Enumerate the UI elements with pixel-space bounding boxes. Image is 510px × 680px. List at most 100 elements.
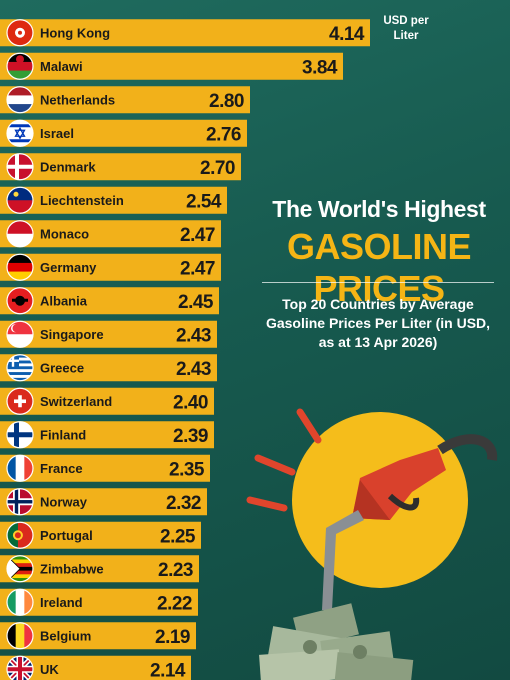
flag-ring <box>6 153 34 181</box>
category-label: Singapore <box>40 327 104 342</box>
ray-line <box>254 454 296 476</box>
value-label: 2.80 <box>209 91 244 112</box>
value-label: 2.39 <box>173 426 208 447</box>
value-label: 2.14 <box>150 660 186 680</box>
switzerland-flag-icon <box>7 388 33 415</box>
liechtenstein-flag-icon <box>7 187 33 214</box>
flag-ring <box>6 488 34 516</box>
category-label: Greece <box>40 360 84 375</box>
flag-ring <box>6 287 34 315</box>
finland-flag-icon <box>7 421 33 448</box>
flag-ring <box>6 119 34 147</box>
bar <box>0 320 217 348</box>
value-label: 2.22 <box>157 593 192 614</box>
bar <box>0 186 227 214</box>
value-label: 2.47 <box>180 225 215 246</box>
value-label: 2.23 <box>158 560 193 581</box>
uk-flag-icon <box>7 656 33 680</box>
value-label: 2.32 <box>166 493 201 514</box>
value-label: 2.35 <box>169 459 205 480</box>
israel-flag-icon <box>7 120 33 147</box>
category-label: Hong Kong <box>40 25 110 40</box>
category-label: UK <box>40 662 59 677</box>
flag-ring <box>6 588 34 616</box>
bar <box>0 488 207 516</box>
bar <box>0 387 214 415</box>
flag-ring <box>6 655 34 680</box>
category-label: Malawi <box>40 59 83 74</box>
category-label: Monaco <box>40 226 89 241</box>
category-label: Germany <box>40 260 97 275</box>
zimbabwe-flag-icon <box>7 555 33 582</box>
category-label: Switzerland <box>40 394 112 409</box>
bar <box>0 287 219 315</box>
flag-ring <box>6 387 34 415</box>
albania-flag-icon <box>7 287 33 314</box>
germany-flag-icon <box>7 254 33 281</box>
flag-ring <box>6 253 34 281</box>
flag-ring <box>6 19 34 47</box>
value-label: 2.43 <box>176 359 211 380</box>
value-label: 2.19 <box>155 627 190 648</box>
hong-kong-flag-icon <box>7 19 33 46</box>
hose <box>437 434 498 461</box>
bar <box>0 253 221 281</box>
portugal-flag-icon <box>7 522 33 549</box>
value-label: 4.14 <box>329 24 365 45</box>
bar <box>0 153 241 181</box>
ray-line <box>296 408 322 444</box>
flag-ring <box>6 421 34 449</box>
category-label: France <box>40 461 83 476</box>
value-label: 3.84 <box>302 57 338 78</box>
unit-label: USD per Liter <box>383 15 429 42</box>
bar <box>0 354 217 382</box>
netherlands-flag-icon <box>7 86 33 113</box>
belgium-flag-icon <box>7 622 33 649</box>
subtitle: Top 20 Countries by Average Gasoline Pri… <box>265 296 491 350</box>
bar <box>0 19 370 47</box>
category-label: Portugal <box>40 528 93 543</box>
bar <box>0 421 214 449</box>
singapore-flag-icon <box>7 321 33 348</box>
category-label: Belgium <box>40 628 91 643</box>
flag-ring <box>6 555 34 583</box>
value-label: 2.76 <box>206 124 241 145</box>
value-label: 2.47 <box>180 258 215 279</box>
flag-ring <box>6 86 34 114</box>
flag-ring <box>6 622 34 650</box>
flag-ring <box>6 354 34 382</box>
flag-ring <box>6 454 34 482</box>
flag-ring <box>6 320 34 348</box>
category-label: Netherlands <box>40 92 115 107</box>
fuel-nozzle-illustration <box>246 408 498 680</box>
title-divider <box>262 282 494 283</box>
category-label: Israel <box>40 126 74 141</box>
malawi-flag-icon <box>7 53 33 80</box>
monaco-flag-icon <box>7 220 33 247</box>
title-line-1: The World's Highest <box>272 196 486 222</box>
france-flag-icon <box>7 455 33 482</box>
category-label: Norway <box>40 494 88 509</box>
category-label: Ireland <box>40 595 83 610</box>
value-label: 2.70 <box>200 158 235 179</box>
flag-ring <box>6 220 34 248</box>
bar <box>0 119 247 147</box>
bar <box>0 454 210 482</box>
ireland-flag-icon <box>7 589 33 616</box>
money-pile <box>259 603 414 680</box>
value-label: 2.45 <box>178 292 214 313</box>
flag-ring <box>6 186 34 214</box>
norway-flag-icon <box>7 488 33 515</box>
category-label: Zimbabwe <box>40 561 104 576</box>
ray-line <box>246 496 288 512</box>
value-label: 2.25 <box>160 526 196 547</box>
flag-ring <box>6 52 34 80</box>
value-label: 2.54 <box>186 191 222 212</box>
category-label: Liechtenstein <box>40 193 124 208</box>
bar <box>0 86 250 114</box>
category-label: Denmark <box>40 159 96 174</box>
flag-ring <box>6 521 34 549</box>
category-label: Finland <box>40 427 86 442</box>
denmark-flag-icon <box>7 153 33 180</box>
